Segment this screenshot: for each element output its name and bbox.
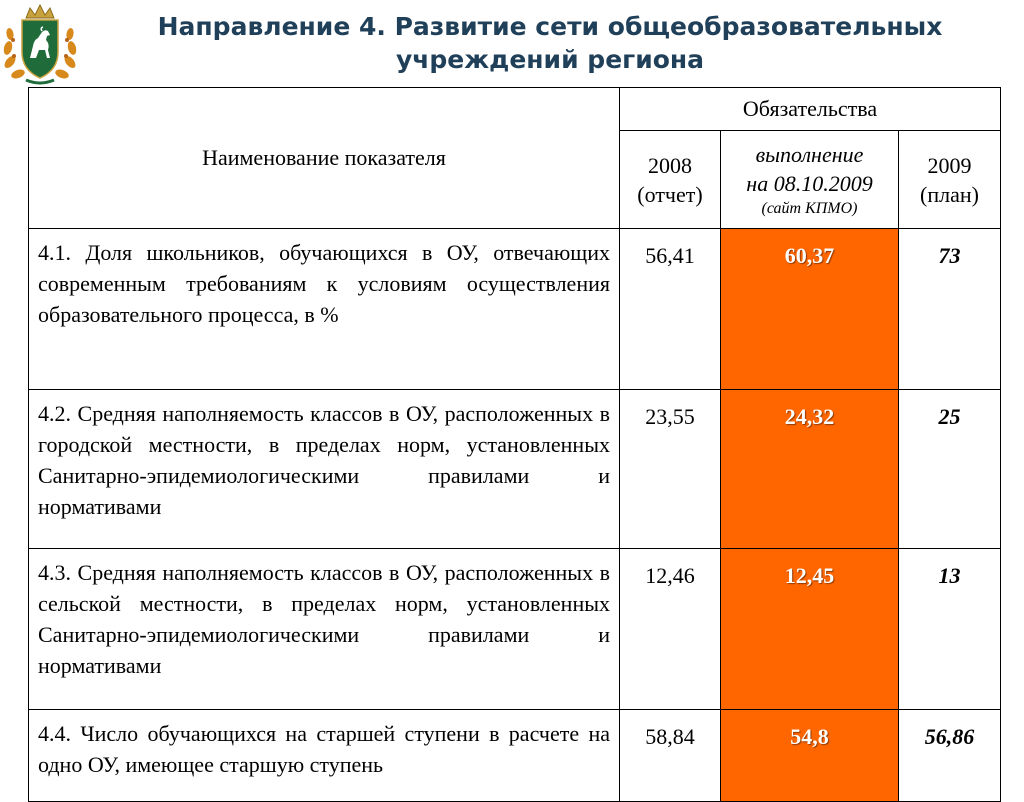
table-header-row: Наименование показателя Обязательства	[28, 87, 1002, 229]
plan-2009-cell: 13	[897, 548, 1002, 710]
indicator-name-cell: 4.4. Число обучающихся на старшей ступен…	[28, 709, 620, 802]
execution-value-cell: 54,8	[720, 709, 899, 802]
indicator-name-cell: 4.2. Средняя наполняемость классов в ОУ,…	[28, 389, 620, 549]
indicator-name-cell: 4.1. Доля школьников, обучающихся в ОУ, …	[28, 228, 620, 390]
table-row: 4.2. Средняя наполняемость классов в ОУ,…	[28, 389, 1002, 549]
header-2008-type: (отчет)	[637, 181, 703, 207]
page-title: Направление 4. Развитие сети общеобразов…	[90, 10, 1010, 76]
header-2009-plan: 2009 (план)	[897, 130, 1002, 229]
header-execution-source: (сайт КПМО)	[761, 199, 858, 217]
header-execution-date: на 08.10.2009	[746, 170, 873, 196]
table-row: 4.3. Средняя наполняемость классов в ОУ,…	[28, 548, 1002, 710]
value-2008-cell: 23,55	[619, 389, 721, 549]
header-2008-report: 2008 (отчет)	[619, 130, 721, 229]
page-title-line-1: Направление 4. Развитие сети общеобразов…	[157, 12, 943, 41]
table-row: 4.4. Число обучающихся на старшей ступен…	[28, 709, 1002, 802]
value-2008-cell: 12,46	[619, 548, 721, 710]
header-2009-type: (план)	[920, 181, 979, 207]
header-indicator-name: Наименование показателя	[28, 87, 620, 229]
table-row: 4.1. Доля школьников, обучающихся в ОУ, …	[28, 228, 1002, 390]
table-subheader-row: 2008 (отчет) выполнение на 08.10.2009 (с…	[29, 130, 1002, 229]
header-2009-year: 2009	[927, 152, 972, 178]
plan-2009-cell: 56,86	[897, 709, 1002, 802]
value-2008-cell: 58,84	[619, 709, 721, 802]
indicator-name-cell: 4.3. Средняя наполняемость классов в ОУ,…	[28, 548, 620, 710]
header-execution-label: выполнение	[755, 141, 864, 167]
page-title-line-2: учреждений региона	[395, 45, 705, 74]
header-obligations: Обязательства	[618, 87, 1002, 131]
regional-coat-of-arms-icon	[0, 0, 80, 88]
execution-value-cell: 12,45	[720, 548, 899, 710]
header-2008-year: 2008	[648, 152, 692, 178]
plan-2009-cell: 73	[897, 228, 1002, 390]
header-execution: выполнение на 08.10.2009 (сайт КПМО)	[720, 130, 899, 229]
execution-value-cell: 24,32	[720, 389, 899, 549]
indicators-table: Наименование показателя Обязательства 20…	[28, 87, 1002, 802]
execution-value-cell: 60,37	[720, 228, 899, 390]
value-2008-cell: 56,41	[619, 228, 721, 390]
plan-2009-cell: 25	[897, 389, 1002, 549]
